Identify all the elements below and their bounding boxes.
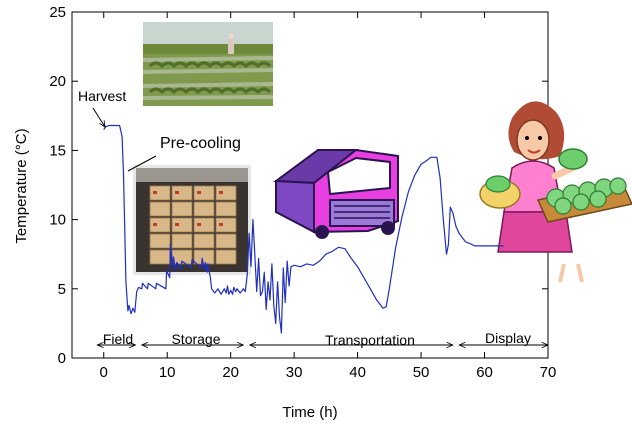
series-layer bbox=[103, 124, 504, 334]
vendor-clipart bbox=[479, 101, 632, 283]
precooling-label: Pre-cooling bbox=[160, 135, 241, 152]
precooling-arrow bbox=[127, 155, 157, 172]
y-axis-label: Temperature (°C) bbox=[13, 128, 30, 243]
harvest-annotation: Harvest bbox=[78, 88, 126, 127]
precooling-annotation: Pre-cooling bbox=[127, 135, 241, 172]
phase-bar: Field Storage Transportation Display bbox=[97, 330, 548, 348]
y-tick-label: 15 bbox=[49, 142, 66, 159]
x-tick-label: 30 bbox=[286, 364, 303, 381]
y-tick-label: 25 bbox=[49, 4, 66, 21]
x-tick-label: 70 bbox=[540, 364, 557, 381]
field-photo bbox=[142, 22, 274, 106]
axis-ticks: 0 10 20 30 40 50 60 70 0 5 10 15 20 25 bbox=[49, 4, 556, 381]
x-tick-label: 50 bbox=[413, 364, 430, 381]
y-tick-label: 5 bbox=[58, 281, 66, 298]
y-tick-label: 20 bbox=[49, 73, 66, 90]
harvest-arrow bbox=[92, 107, 105, 127]
x-tick-label: 20 bbox=[222, 364, 239, 381]
x-axis-label: Time (h) bbox=[282, 404, 337, 421]
truck-clipart bbox=[273, 148, 399, 239]
x-tick-label: 40 bbox=[349, 364, 366, 381]
temperature-line bbox=[103, 124, 504, 334]
phase-label-field: Field bbox=[103, 331, 133, 347]
phase-label-transportation: Transportation bbox=[325, 332, 415, 348]
x-tick-label: 0 bbox=[100, 364, 108, 381]
phase-label-storage: Storage bbox=[171, 331, 220, 347]
storage-photo bbox=[133, 165, 251, 275]
y-tick-label: 10 bbox=[49, 212, 66, 229]
y-tick-label: 0 bbox=[58, 350, 66, 367]
x-tick-label: 10 bbox=[159, 364, 176, 381]
x-tick-label: 60 bbox=[476, 364, 493, 381]
harvest-label: Harvest bbox=[78, 88, 126, 104]
phase-label-display: Display bbox=[485, 330, 531, 346]
